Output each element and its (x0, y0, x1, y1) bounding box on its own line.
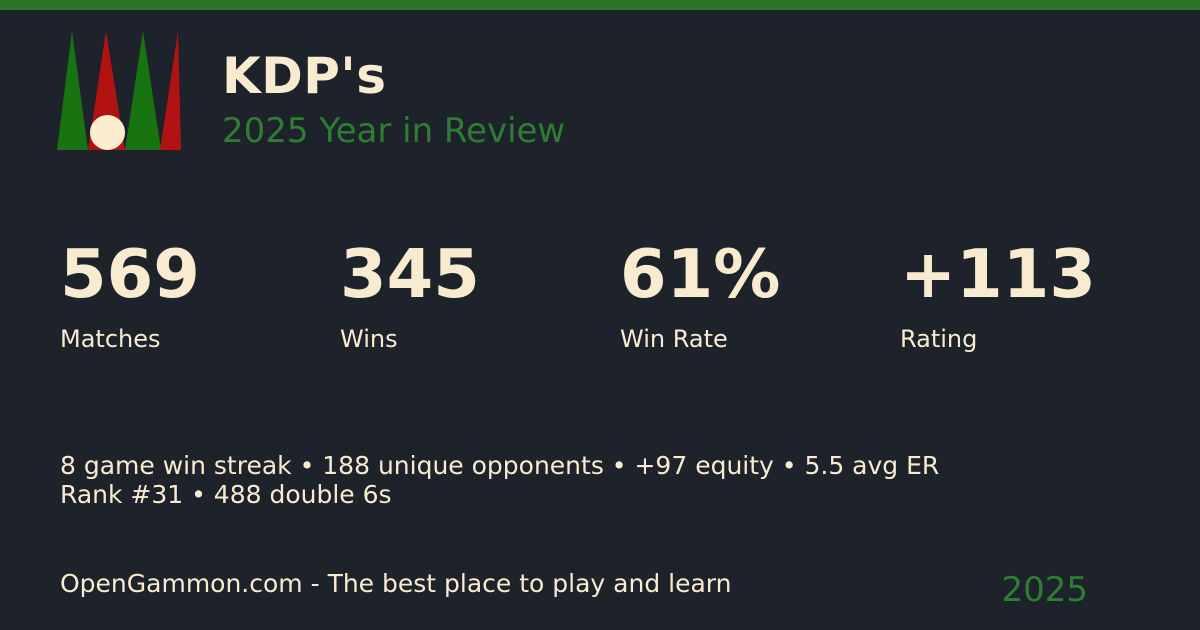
stat-value: 345 (340, 235, 480, 313)
detail-line: Rank #31 • 488 double 6s (60, 480, 392, 509)
page-title: KDP's (222, 47, 387, 105)
stats-row: 569 Matches 345 Wins 61% Win Rate +113 R… (60, 235, 1180, 353)
stat-value: 61% (620, 235, 781, 313)
stat-label: Wins (340, 325, 398, 353)
footer-year: 2025 (1001, 570, 1088, 610)
stat-label: Win Rate (620, 325, 728, 353)
stat-label: Matches (60, 325, 161, 353)
stat-win-rate: 61% Win Rate (620, 235, 900, 353)
stat-label: Rating (900, 325, 978, 353)
checker-icon (90, 115, 125, 150)
site-tagline: OpenGammon.com - The best place to play … (60, 569, 732, 598)
backgammon-board-logo-icon (57, 31, 181, 150)
page-subtitle: 2025 Year in Review (222, 111, 566, 151)
detail-line: 8 game win streak • 188 unique opponents… (60, 451, 940, 480)
board-point-triangle-red-2 (160, 31, 181, 150)
board-point-triangle-green-1 (57, 31, 88, 150)
stat-value: +113 (900, 235, 1096, 313)
stat-matches: 569 Matches (60, 235, 340, 353)
stat-rating: +113 Rating (900, 235, 1180, 353)
stat-value: 569 (60, 235, 200, 313)
board-point-triangle-green-2 (125, 31, 161, 150)
highlight-details: 8 game win streak • 188 unique opponents… (60, 451, 939, 509)
header: KDP's 2025 Year in Review (222, 48, 565, 150)
stat-wins: 345 Wins (340, 235, 620, 353)
top-accent-bar (0, 0, 1200, 10)
